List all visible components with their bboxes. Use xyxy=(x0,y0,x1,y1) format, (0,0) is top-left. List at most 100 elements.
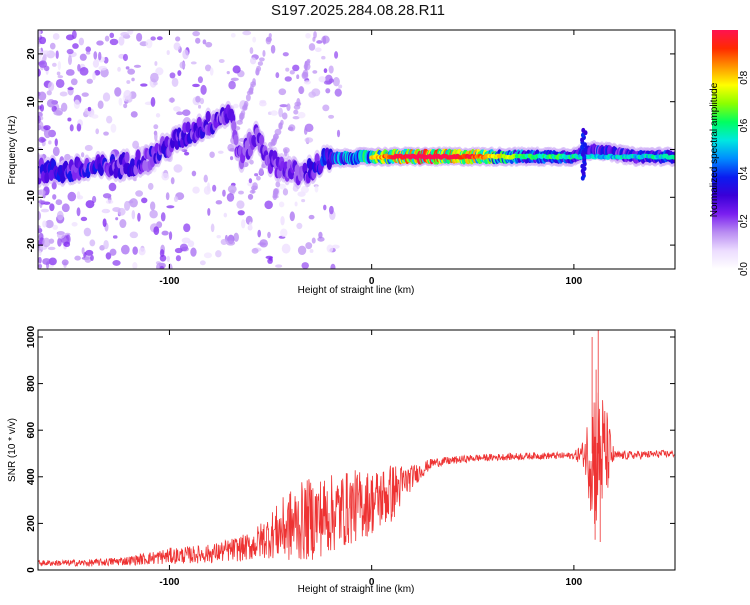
spectrogram-noise-blob xyxy=(85,249,94,256)
spectrogram-noise-blob xyxy=(131,210,136,220)
spectrogram-noise-blob xyxy=(84,255,92,263)
spectrogram-noise-blob xyxy=(220,238,228,245)
spectrogram-noise-blob xyxy=(106,115,113,124)
spectrogram-streak-blob xyxy=(273,190,278,199)
snr-y-ticks: 0 200 400 600 800 1000 xyxy=(26,325,675,573)
spectrogram-noise-blob xyxy=(203,252,212,259)
spectrogram-noise-blob xyxy=(309,249,314,253)
spectrogram-noise-blob xyxy=(294,201,298,207)
spectrogram-noise-blob xyxy=(109,38,119,46)
spectrogram-scatter xyxy=(38,30,343,269)
spectrogram-noise-blob xyxy=(85,200,95,209)
snr-y-tick-label: 1000 xyxy=(26,325,37,348)
spectrogram-noise-blob xyxy=(156,36,163,41)
spectrogram-noise-blob xyxy=(195,37,201,44)
spectrogram-y-tick-label: -10 xyxy=(26,190,37,205)
spectrogram-noise-blob xyxy=(270,110,278,116)
spectrogram-noise-blob xyxy=(279,183,286,190)
spectrogram-x-tick-label: 100 xyxy=(566,276,583,287)
spectrogram-noise-blob xyxy=(133,64,142,68)
spectrogram-noise-blob xyxy=(236,200,245,209)
snr-x-label: Height of straight line (km) xyxy=(298,584,415,595)
spectrogram-noise-blob xyxy=(275,264,283,268)
spectrogram-noise-blob xyxy=(323,68,328,74)
spectrogram-noise-blob xyxy=(72,43,79,49)
spectrogram-noise-blob xyxy=(228,80,236,90)
snr-y-tick-label: 800 xyxy=(26,375,37,392)
spectrogram-x-ticks: -100 0 100 xyxy=(159,30,583,287)
spectrogram-noise-blob xyxy=(160,212,166,222)
spectrogram-noise-blob xyxy=(141,197,148,204)
spectrogram-noise-blob xyxy=(102,208,108,213)
spectrogram-y-tick-label: 0 xyxy=(26,146,37,152)
spectrogram-noise-blob xyxy=(118,36,125,46)
spectrogram-noise-blob xyxy=(57,75,64,79)
spectrogram-noise-blob xyxy=(192,83,200,88)
colorbar-ticks: 0.0 0.2 0.4 0.6 0.8 xyxy=(738,70,750,276)
spectrogram-streak-blob xyxy=(258,168,264,175)
spectrogram-noise-blob xyxy=(205,41,213,48)
spectrogram-noise-blob xyxy=(39,104,45,112)
spectrogram-noise-blob xyxy=(155,113,161,118)
spectrogram-noise-blob xyxy=(278,88,287,96)
snr-x-tick-label: 0 xyxy=(369,577,375,588)
spectrogram-noise-blob xyxy=(183,223,191,233)
spectrogram-noise-blob xyxy=(69,124,74,132)
spectrogram-noise-blob xyxy=(338,84,343,89)
spectrogram-noise-blob xyxy=(173,106,181,112)
spectrogram-ridge-blob xyxy=(185,121,191,133)
spectrogram-noise-blob xyxy=(190,61,197,65)
spectrogram-noise-blob xyxy=(71,30,77,39)
spectrogram-noise-blob xyxy=(227,185,237,194)
spectrogram-y-ticks: -20 -10 0 10 20 xyxy=(26,48,675,252)
spectrogram-noise-blob xyxy=(90,254,94,262)
colorbar-tick-label: 0.2 xyxy=(739,214,750,228)
spectrogram-noise-blob xyxy=(207,182,211,192)
spectrogram-noise-blob xyxy=(47,81,55,92)
spectrogram-noise-blob xyxy=(73,99,81,110)
spectrogram-x-label: Height of straight line (km) xyxy=(298,285,415,296)
spectrogram-noise-blob xyxy=(215,200,223,205)
spectrogram-noise-blob xyxy=(182,49,189,60)
spectrogram-noise-blob xyxy=(99,245,105,251)
spectrogram-noise-blob xyxy=(38,227,43,234)
spectrogram-noise-blob xyxy=(336,129,341,138)
spectrogram-burst-blob xyxy=(581,127,586,133)
spectrogram-streak-blob xyxy=(278,122,283,130)
spectrogram-noise-blob xyxy=(140,83,148,87)
spectrogram-noise-blob xyxy=(197,76,203,84)
spectrogram-noise-blob xyxy=(247,181,254,187)
spectrogram-noise-blob xyxy=(43,125,51,131)
spectrogram-noise-blob xyxy=(252,36,257,43)
spectrogram-noise-blob xyxy=(226,71,230,75)
spectrogram-noise-blob xyxy=(238,190,244,195)
spectrogram-noise-blob xyxy=(328,65,334,74)
spectrogram-noise-blob xyxy=(114,87,122,97)
spectrogram-noise-blob xyxy=(67,117,72,122)
spectrogram-streak-blob xyxy=(288,124,296,132)
spectrogram-noise-blob xyxy=(103,131,109,136)
spectrogram-y-label: Frequency (Hz) xyxy=(7,116,18,185)
spectrogram-noise-blob xyxy=(65,69,75,76)
spectrogram-noise-blob xyxy=(149,209,158,219)
spectrogram-noise-blob xyxy=(74,255,81,261)
spectrogram-noise-blob xyxy=(61,259,69,266)
spectrogram-noise-blob xyxy=(301,262,309,269)
spectrogram-noise-blob xyxy=(109,248,117,256)
spectrogram-noise-blob xyxy=(321,55,326,60)
spectrogram-noise-blob xyxy=(199,260,206,266)
spectrogram-noise-blob xyxy=(179,61,186,69)
spectrogram-noise-blob xyxy=(76,207,81,217)
spectrogram-noise-blob xyxy=(92,59,100,68)
spectrogram-noise-blob xyxy=(138,247,146,256)
spectrogram-noise-blob xyxy=(42,237,51,248)
spectrogram-noise-blob xyxy=(328,205,334,215)
spectrogram-noise-blob xyxy=(127,30,134,35)
spectrogram-streak-blob xyxy=(258,57,265,62)
spectrogram-noise-blob xyxy=(279,104,288,108)
spectrogram-noise-blob xyxy=(198,104,202,109)
snr-y-tick-label: 600 xyxy=(26,421,37,438)
spectrogram-noise-blob xyxy=(40,208,50,213)
spectrogram-noise-blob xyxy=(249,47,254,54)
spectrogram-noise-blob xyxy=(161,230,169,236)
